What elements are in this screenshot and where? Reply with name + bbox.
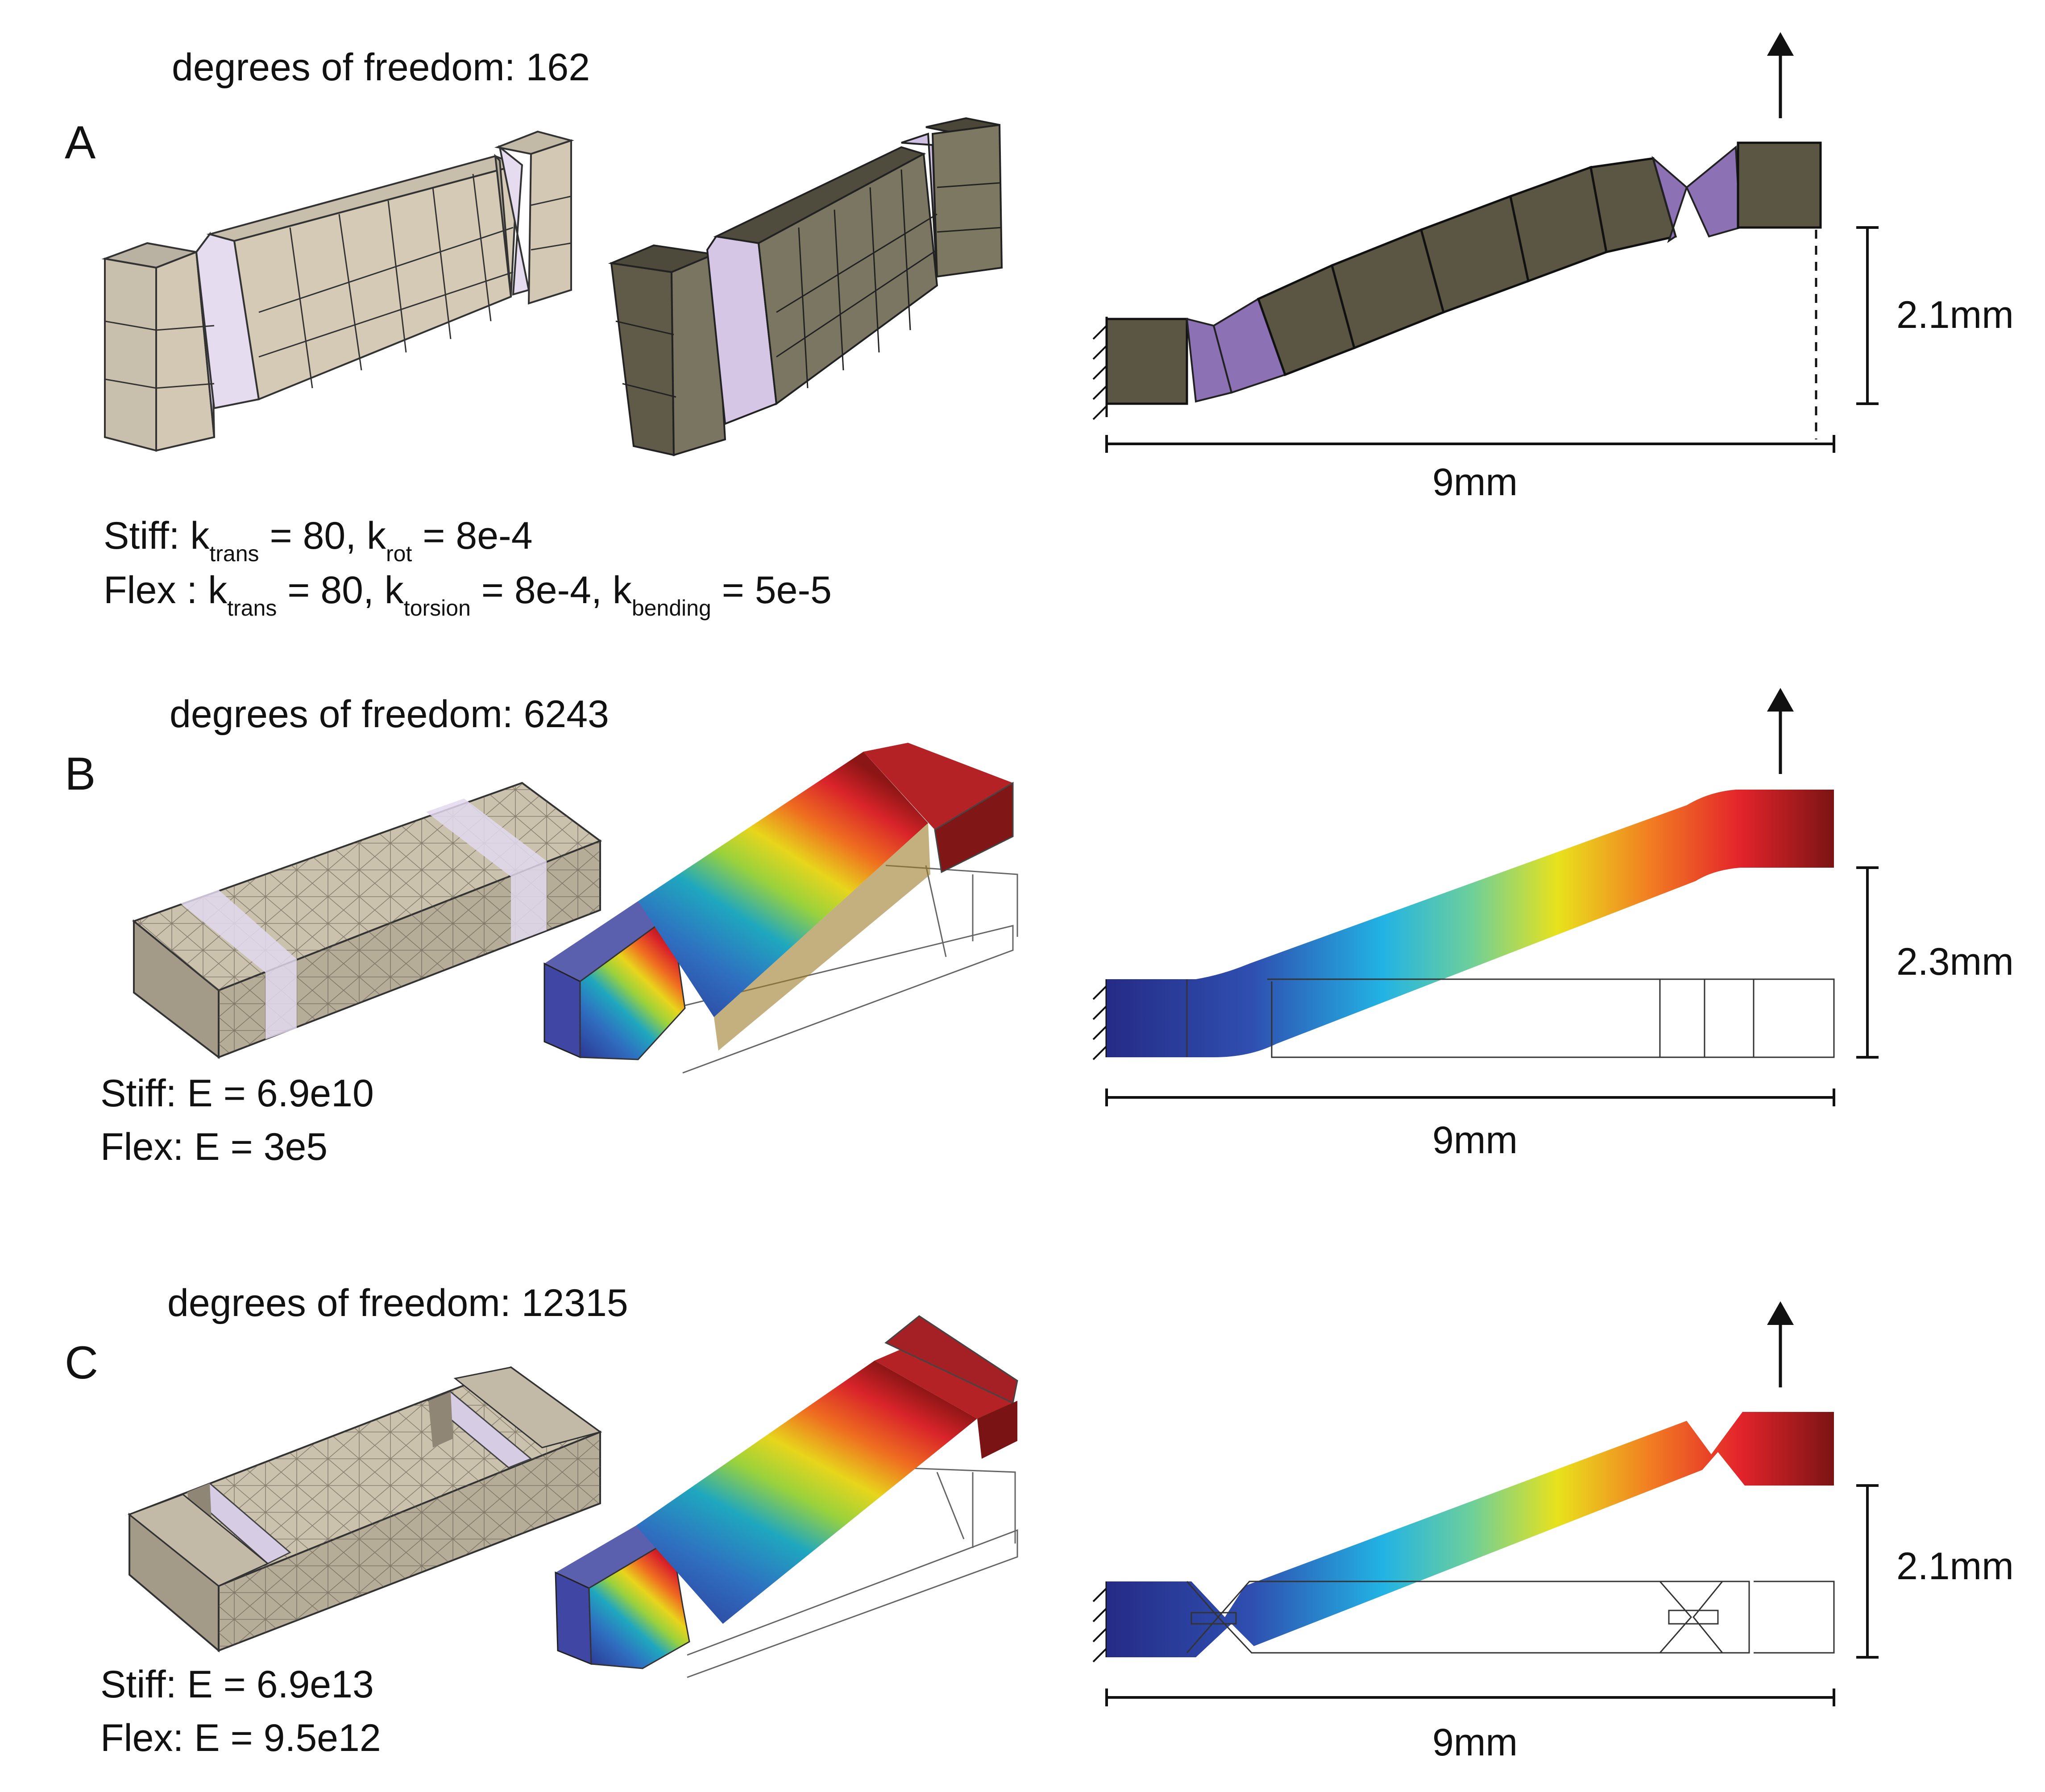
panel-a: degrees of freedom: 162 A (65, 32, 2014, 621)
fem-side-view-b: 2.3mm 9mm (1092, 688, 2014, 1162)
dof-label-c: degrees of freedom: 12315 (167, 1282, 628, 1324)
fem-side-view-c: 2.1mm 9mm (1092, 1301, 2014, 1764)
height-label-b: 2.3mm (1896, 940, 2014, 983)
block-model-undeformed-a (101, 130, 574, 452)
height-label-a: 2.1mm (1896, 294, 2014, 336)
flex-params-a: Flex : ktrans = 80, ktorsion = 8e-4, kbe… (104, 569, 832, 621)
stiff-params-b: Stiff: E = 6.9e10 (100, 1072, 374, 1115)
dof-label-b: degrees of freedom: 6243 (170, 693, 609, 736)
panel-letter-a: A (65, 117, 96, 169)
flex-params-c: Flex: E = 9.5e12 (100, 1717, 381, 1759)
length-label-b: 9mm (1432, 1119, 1518, 1162)
panel-letter-b: B (65, 748, 95, 800)
flex-params-b: Flex: E = 3e5 (100, 1126, 328, 1168)
dof-label-a: degrees of freedom: 162 (172, 46, 590, 89)
mesh-slab-c (128, 1366, 602, 1653)
length-label-c: 9mm (1432, 1721, 1518, 1764)
height-label-c: 2.1mm (1896, 1545, 2014, 1588)
length-label-a: 9mm (1432, 461, 1518, 504)
fem-deformed-b (543, 743, 1018, 1074)
block-model-deformed-a (608, 117, 1003, 456)
panel-c: degrees of freedom: 12315 C (65, 1282, 2014, 1764)
panel-letter-c: C (65, 1337, 98, 1389)
panel-b: degrees of freedom: 6243 B (65, 688, 2014, 1168)
stiff-params-a: Stiff: ktrans = 80, krot = 8e-4 (104, 514, 533, 566)
mesh-slab-b (132, 782, 602, 1059)
fem-deformed-c (555, 1315, 1018, 1678)
chain-side-view-a: 2.1mm 9mm (1092, 32, 2014, 504)
stiff-params-c: Stiff: E = 6.9e13 (100, 1663, 374, 1706)
